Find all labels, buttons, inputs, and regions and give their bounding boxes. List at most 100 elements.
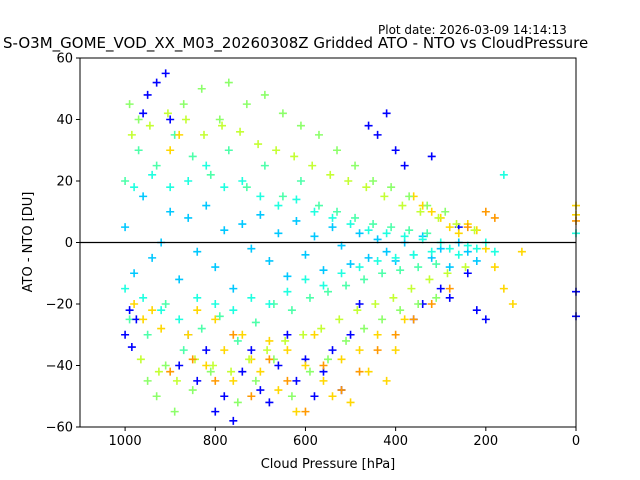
point-s6-5 — [172, 376, 181, 385]
point-s4-10 — [215, 115, 224, 124]
point-s2-5 — [143, 90, 152, 99]
point-s5-39 — [472, 244, 481, 253]
point-s0-29 — [382, 247, 391, 256]
point-s5-22 — [319, 281, 328, 290]
point-s7-15 — [445, 284, 454, 293]
point-s6-10 — [218, 121, 227, 130]
point-s5-17 — [274, 201, 283, 210]
point-s2-43 — [481, 315, 490, 324]
point-s0-17 — [274, 229, 283, 238]
point-s6-30 — [398, 201, 407, 210]
point-s5-5 — [166, 183, 175, 192]
point-s4-28 — [378, 315, 387, 324]
point-s3-17 — [283, 346, 292, 355]
point-s2-38 — [436, 284, 445, 293]
point-s2-8 — [166, 115, 175, 124]
point-s3-8 — [202, 361, 211, 370]
point-s3-16 — [274, 386, 283, 395]
point-s4-14 — [251, 376, 260, 385]
point-s5-29 — [382, 229, 391, 238]
point-s3-19 — [301, 361, 310, 370]
point-s4-31 — [405, 192, 414, 201]
point-s3-6 — [184, 330, 193, 339]
point-s1-32 — [405, 226, 414, 235]
point-s6-36 — [452, 220, 461, 229]
point-s6-37 — [461, 263, 470, 272]
point-s2-41 — [463, 269, 472, 278]
x-tick-label-3: 400 — [383, 434, 408, 449]
point-s5-15 — [256, 192, 265, 201]
point-s4-32 — [414, 300, 423, 308]
point-s7-12 — [391, 330, 400, 339]
point-s6-13 — [245, 355, 254, 364]
point-s5-28 — [373, 256, 382, 265]
point-s6-34 — [434, 213, 443, 222]
point-s3-4 — [166, 146, 175, 155]
point-s5-9 — [202, 161, 211, 170]
point-s4-15 — [260, 90, 269, 99]
point-s5-0 — [121, 284, 130, 293]
point-s3-27 — [373, 330, 382, 339]
point-s1-27 — [360, 275, 369, 284]
point-s7-3 — [229, 330, 238, 339]
point-s7-5 — [265, 355, 274, 364]
point-s6-20 — [308, 161, 317, 170]
point-s0-11 — [220, 226, 229, 235]
point-s6-19 — [299, 330, 308, 339]
point-s6-1 — [136, 355, 145, 364]
y-tick-label-0: −60 — [46, 421, 73, 436]
point-s5-24 — [337, 269, 346, 278]
point-s6-12 — [236, 127, 245, 136]
point-s6-38 — [470, 226, 479, 235]
point-s1-24 — [333, 207, 342, 216]
point-s5-13 — [238, 177, 247, 185]
point-s0-5 — [166, 207, 175, 216]
point-s7-0 — [166, 367, 175, 376]
point-s2-26 — [328, 346, 337, 355]
point-s7-6 — [283, 376, 292, 385]
point-s7-1 — [188, 355, 197, 364]
point-s4-4 — [161, 361, 170, 370]
point-s2-0 — [121, 330, 130, 339]
point-s5-23 — [328, 213, 337, 222]
point-s2-13 — [211, 407, 220, 416]
point-s3-0 — [130, 300, 139, 308]
point-s2-7 — [161, 69, 170, 78]
point-s4-35 — [441, 207, 450, 216]
point-s1-13 — [233, 336, 242, 345]
point-s3-35 — [445, 223, 454, 232]
point-s4-3 — [152, 392, 161, 401]
point-s4-13 — [242, 100, 251, 109]
point-s2-29 — [355, 300, 364, 308]
point-s3-24 — [346, 398, 355, 407]
point-s1-29 — [378, 269, 387, 278]
point-s5-37 — [454, 250, 463, 259]
point-s1-1 — [125, 315, 134, 324]
point-s2-3 — [132, 315, 141, 324]
point-s2-39 — [445, 293, 454, 302]
point-s0-25 — [346, 260, 355, 269]
point-s4-18 — [287, 392, 296, 401]
point-s0-15 — [256, 210, 265, 219]
point-s3-26 — [364, 367, 373, 376]
point-s7-13 — [409, 315, 418, 324]
point-s4-33 — [423, 201, 432, 210]
point-s2-12 — [202, 346, 211, 355]
y-tick-label-5: 40 — [56, 113, 73, 128]
point-s5-14 — [247, 293, 256, 302]
x-tick-label-4: 200 — [473, 434, 498, 449]
point-s2-21 — [283, 330, 292, 339]
point-s6-24 — [344, 177, 353, 185]
point-s1-35 — [432, 260, 441, 269]
point-s1-0 — [121, 177, 130, 185]
point-s3-29 — [391, 346, 400, 355]
point-s4-21 — [314, 130, 323, 139]
point-s5-7 — [184, 177, 193, 185]
point-s4-5 — [170, 407, 179, 416]
point-s5-18 — [283, 287, 292, 296]
point-s3-11 — [229, 376, 238, 385]
point-s5-19 — [292, 195, 301, 204]
point-s6-35 — [443, 269, 452, 278]
point-s6-22 — [326, 170, 335, 179]
point-s5-4 — [157, 306, 166, 315]
